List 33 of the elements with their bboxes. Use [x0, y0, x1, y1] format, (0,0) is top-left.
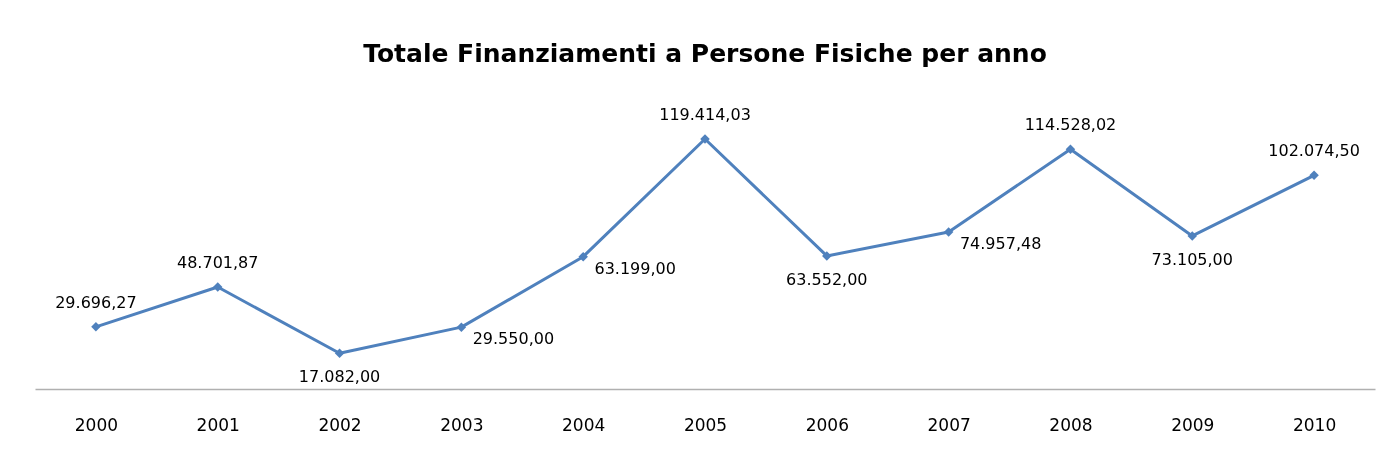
point	[91, 322, 101, 332]
x-tick-label: 2004	[562, 414, 606, 435]
x-tick-label: 2003	[440, 414, 484, 435]
data-label: 102.074,50	[1268, 141, 1360, 161]
data-label: 63.552,00	[786, 269, 868, 289]
data-label: 29.696,27	[55, 292, 137, 312]
data-label: 73.105,00	[1151, 249, 1233, 269]
point	[1065, 144, 1076, 154]
point	[334, 348, 345, 358]
x-tick-label: 2008	[1049, 414, 1093, 435]
data-label: 29.550,00	[472, 329, 555, 349]
data-label: 74.957,48	[959, 234, 1042, 254]
point	[1187, 231, 1198, 241]
point	[1309, 170, 1319, 181]
x-tick-label: 2007	[927, 414, 971, 435]
data-label: 63.199,00	[594, 258, 676, 278]
x-tick-label: 2001	[196, 414, 240, 435]
x-tick-label: 2006	[805, 414, 849, 435]
x-tick-label: 2002	[318, 414, 362, 435]
x-tick-label: 2010	[1292, 414, 1337, 435]
point	[212, 282, 223, 292]
chart-title: Totale Finanziamenti a Persone Fisiche per anno	[363, 39, 1047, 68]
x-tick-label: 2005	[683, 414, 728, 435]
x-tick-label: 2009	[1171, 414, 1215, 435]
data-label: 114.528,02	[1024, 115, 1117, 135]
data-label: 119.414,03	[659, 105, 751, 124]
point	[822, 251, 832, 261]
x-tick-label: 2000	[74, 414, 119, 435]
point	[456, 322, 467, 332]
data-label: 17.082,00	[298, 367, 381, 387]
point	[943, 227, 954, 237]
point	[578, 251, 588, 262]
data-label: 48.701,87	[177, 253, 259, 273]
